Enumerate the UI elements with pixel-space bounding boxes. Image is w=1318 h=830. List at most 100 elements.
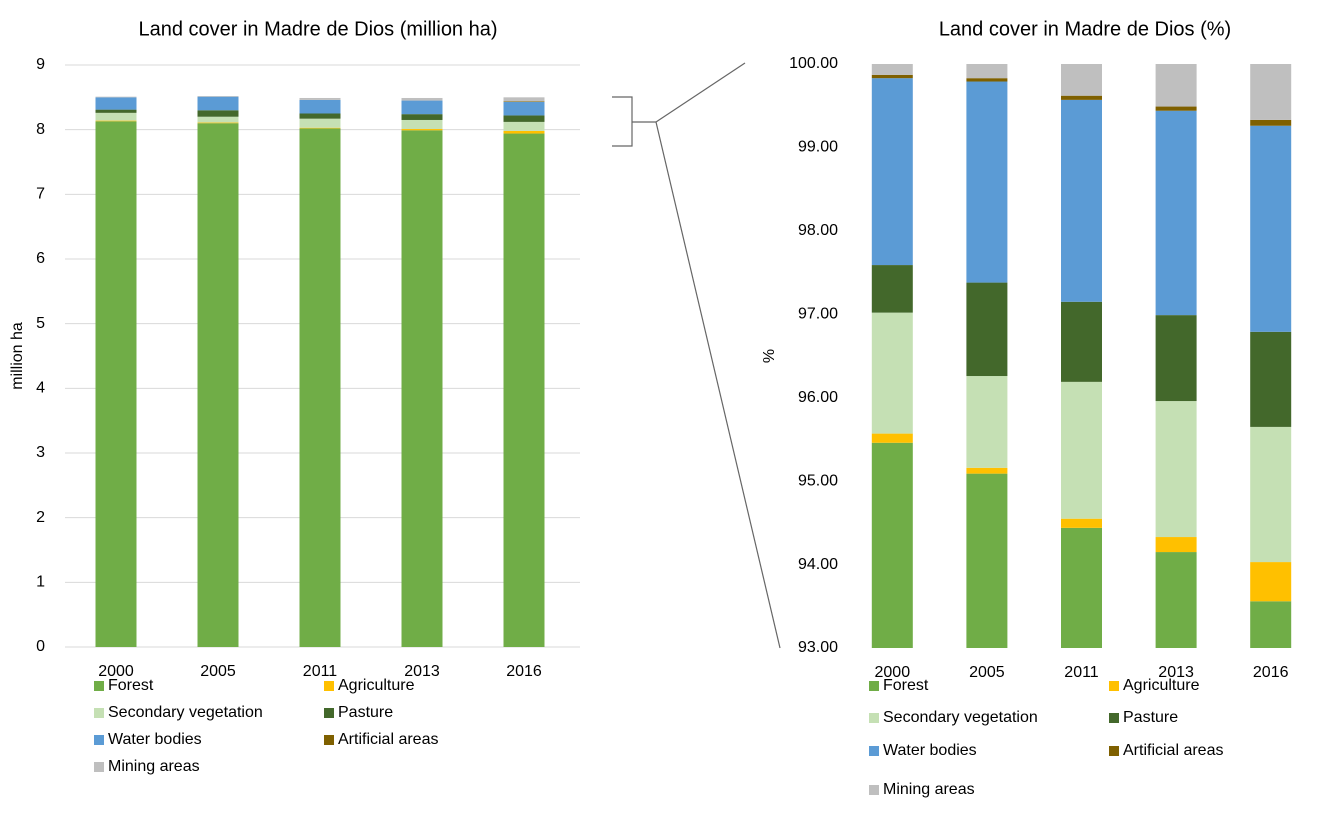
x-tick-label: 2013 xyxy=(404,663,440,680)
bar-segment xyxy=(1250,331,1292,427)
bar-segment xyxy=(871,78,913,266)
bar-segment xyxy=(1061,527,1102,648)
legend-swatch xyxy=(1109,746,1119,756)
legend-swatch xyxy=(94,708,104,718)
legend-swatch xyxy=(869,746,879,756)
bar-segment xyxy=(1155,315,1197,402)
bar-segment xyxy=(401,100,443,115)
bar-segment xyxy=(197,110,239,117)
legend-label: Mining areas xyxy=(108,758,200,775)
bar-segment xyxy=(966,64,1008,79)
bar-segment xyxy=(1155,537,1197,553)
bar-segment xyxy=(95,109,137,113)
legend-label: Water bodies xyxy=(108,731,202,748)
bar-segment xyxy=(197,96,239,97)
x-tick-label: 2013 xyxy=(1158,664,1194,681)
bar-segment xyxy=(401,114,443,120)
bar-segment xyxy=(1061,381,1102,519)
y-tick-label: 5 xyxy=(36,315,45,332)
legend-swatch xyxy=(1109,713,1119,723)
y-tick-label: 98.00 xyxy=(798,222,838,239)
bar-segment xyxy=(871,442,913,648)
y-tick-label: 8 xyxy=(36,121,45,138)
bar-segment xyxy=(503,130,545,134)
legend-swatch xyxy=(324,681,334,691)
x-tick-label: 2000 xyxy=(98,663,134,680)
legend-label: Pasture xyxy=(338,704,393,721)
bar-segment xyxy=(966,81,1008,283)
bar-segment xyxy=(401,130,443,647)
bar-segment xyxy=(1155,552,1197,648)
legend-swatch xyxy=(324,708,334,718)
bar-segment xyxy=(299,113,341,119)
bar-segment xyxy=(1061,64,1102,96)
legend-label: Secondary vegetation xyxy=(883,709,1038,726)
x-tick-label: 2000 xyxy=(875,664,911,681)
x-tick-label: 2005 xyxy=(200,663,236,680)
bar-segment xyxy=(503,97,545,102)
connector-line xyxy=(655,121,781,649)
x-tick-label: 2016 xyxy=(1253,664,1289,681)
legend-swatch xyxy=(869,713,879,723)
bar-segment xyxy=(966,78,1008,82)
legend-label: Pasture xyxy=(1123,709,1178,726)
legend-label: Agriculture xyxy=(338,677,415,694)
bar-segment xyxy=(299,118,341,128)
bar-segment xyxy=(1250,125,1292,332)
legend-swatch xyxy=(94,762,104,772)
legend-swatch xyxy=(869,681,879,691)
legend-swatch xyxy=(94,681,104,691)
bar-segment xyxy=(1155,401,1197,538)
bar-segment xyxy=(197,123,239,647)
x-tick-label: 2005 xyxy=(969,664,1005,681)
legend-label: Water bodies xyxy=(883,742,977,759)
y-axis-label: million ha xyxy=(9,322,26,390)
legend-label: Mining areas xyxy=(883,781,975,798)
legend-swatch xyxy=(869,785,879,795)
bar-segment xyxy=(1250,562,1292,602)
legend-label: Agriculture xyxy=(1123,677,1200,694)
bar-segment xyxy=(966,376,1008,468)
bar-segment xyxy=(1061,99,1102,302)
chart-title: Land cover in Madre de Dios (million ha) xyxy=(138,18,497,40)
bar-segment xyxy=(299,127,341,129)
chart-title: Land cover in Madre de Dios (%) xyxy=(939,18,1231,40)
y-tick-label: 2 xyxy=(36,509,45,526)
bar-segment xyxy=(401,97,443,101)
legend-label: Forest xyxy=(108,677,154,694)
bar-segment xyxy=(1061,301,1102,382)
y-tick-label: 7 xyxy=(36,186,45,203)
bar-segment xyxy=(1061,518,1102,528)
bar-segment xyxy=(1250,426,1292,563)
legend-label: Forest xyxy=(883,677,929,694)
bar-segment xyxy=(871,433,913,443)
y-tick-label: 4 xyxy=(36,380,45,397)
bar-segment xyxy=(1250,119,1292,126)
bar-segment xyxy=(966,467,1008,474)
bar-segment xyxy=(401,119,443,130)
bar-segment xyxy=(299,97,341,100)
bar-segment xyxy=(197,122,239,124)
y-tick-label: 94.00 xyxy=(798,556,838,573)
y-tick-label: 3 xyxy=(36,444,45,461)
legend-swatch xyxy=(1109,681,1119,691)
y-axis-label: % xyxy=(761,349,778,363)
bar-segment xyxy=(871,265,913,313)
zoom-connector xyxy=(612,62,781,649)
bracket xyxy=(612,96,633,147)
y-tick-label: 97.00 xyxy=(798,306,838,323)
y-tick-label: 9 xyxy=(36,56,45,73)
bar-segment xyxy=(966,282,1008,377)
bar-segment xyxy=(1155,106,1197,111)
bar-segment xyxy=(871,74,913,79)
bar-segment xyxy=(95,112,137,121)
x-tick-label: 2011 xyxy=(303,663,338,680)
bar-segment xyxy=(1061,95,1102,100)
bar-segment xyxy=(503,101,545,116)
bar-segment xyxy=(503,101,545,102)
y-tick-label: 93.00 xyxy=(798,639,838,656)
y-tick-label: 95.00 xyxy=(798,472,838,489)
connector-line xyxy=(655,62,746,123)
